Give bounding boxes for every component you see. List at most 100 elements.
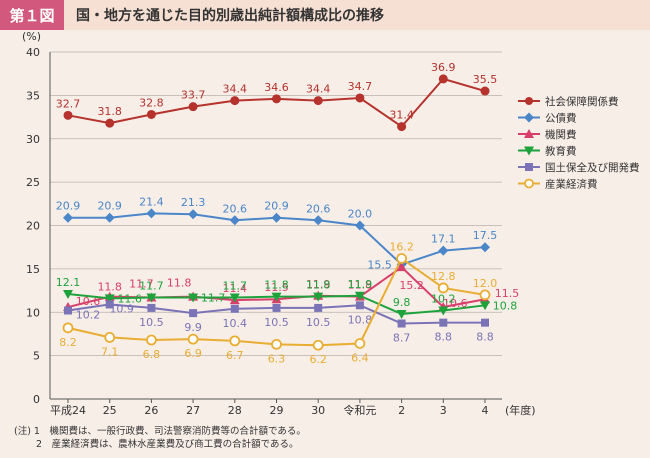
legend-label: 機関費 (545, 128, 577, 141)
data-point (354, 291, 365, 301)
data-label: 34.4 (223, 83, 248, 96)
data-label: 35.5 (473, 73, 498, 86)
y-tick-label: 10 (26, 306, 40, 319)
data-point (271, 292, 282, 302)
x-tick-label: 27 (186, 404, 200, 417)
data-label: 20.6 (306, 202, 331, 215)
y-tick-label: 40 (26, 46, 40, 59)
line-chart: 0 5 10 15 20 25 30 35 40 (%) 平成24 25 26 27 28 29 30 令和元 2 3… (22, 30, 640, 417)
data-point (229, 335, 241, 347)
data-label: 12.0 (473, 277, 498, 290)
data-label: 10.6 (443, 297, 468, 310)
data-label: 11.8 (306, 279, 331, 292)
data-point (63, 290, 73, 300)
y-tick-label: 0 (33, 393, 40, 406)
data-label: 8.2 (59, 336, 77, 349)
data-point (481, 318, 489, 327)
data-label: 9.8 (393, 296, 411, 309)
legend-marker (525, 163, 533, 171)
data-point (188, 102, 198, 112)
data-label: 32.7 (56, 97, 81, 110)
data-point (104, 212, 115, 223)
data-point (147, 303, 156, 312)
data-point (146, 109, 156, 119)
legend-label: 公債費 (545, 112, 577, 125)
y-tick-label: 25 (26, 176, 40, 189)
data-label: 11.7 (223, 280, 248, 293)
data-label: 16.2 (389, 240, 414, 253)
data-point (146, 293, 157, 303)
data-label: 31.8 (97, 105, 122, 118)
data-label: 20.0 (348, 208, 373, 221)
data-label: 11.8 (348, 279, 373, 292)
data-point (188, 209, 199, 220)
data-point (397, 319, 406, 328)
data-label: 10.5 (306, 316, 331, 329)
y-tick-label: 30 (26, 133, 40, 146)
x-tick-label: 3 (440, 404, 447, 417)
data-label: 7.1 (101, 345, 119, 358)
x-tick-label: 平成24 (50, 404, 86, 417)
data-point (145, 334, 157, 346)
data-label: 34.7 (348, 80, 373, 93)
data-point (438, 306, 449, 316)
x-tick-label: 4 (482, 404, 489, 417)
data-point (189, 309, 198, 318)
y-tick-label: 15 (26, 263, 40, 276)
data-label: 6.8 (143, 348, 161, 361)
data-point (354, 220, 365, 231)
data-label: 17.1 (431, 233, 456, 246)
data-label: 11.7 (129, 278, 154, 291)
data-point (272, 94, 281, 104)
data-point (271, 338, 282, 350)
legend-label: 国土保全及び開発費 (545, 161, 640, 174)
data-label: 8.7 (393, 332, 411, 345)
data-label: 10.6 (76, 295, 101, 308)
legend-marker (524, 129, 534, 138)
figure-title: 国・地方を通じた目的別歳出純計額構成比の推移 (76, 8, 384, 24)
data-label: 10.4 (223, 317, 248, 330)
data-point (313, 292, 324, 302)
data-point (146, 208, 157, 219)
legend-label: 教育費 (545, 145, 577, 158)
data-point (230, 96, 240, 106)
x-tick-label: 25 (103, 404, 117, 417)
x-tick-label: 26 (144, 404, 158, 417)
y-tick-label: 35 (26, 89, 40, 102)
data-label: 20.9 (56, 200, 81, 213)
data-point (313, 96, 323, 106)
data-label: 21.4 (139, 195, 164, 208)
data-label: 11.8 (97, 281, 122, 294)
footnote-1: (注) 1 機関費は、一般行政費、司法警察消防費等の合計額である。 (14, 426, 306, 437)
data-point (439, 318, 448, 327)
data-label: 10.5 (139, 316, 164, 329)
data-label: 11.9 (306, 278, 331, 291)
data-point (480, 301, 490, 311)
footnotes: (注) 1 機関費は、一般行政費、司法警察消防費等の合計額である。 2 産業経済… (14, 425, 306, 451)
data-point (479, 289, 491, 301)
data-label: 10.2 (76, 309, 101, 322)
data-point (63, 212, 73, 223)
y-tick-label: 5 (33, 350, 40, 363)
legend-marker (525, 97, 533, 105)
data-label: 11.5 (495, 287, 520, 300)
data-label: 34.4 (306, 83, 331, 96)
footnote-2: 2 産業経済費は、農林水産業費及び商工費の合計額である。 (14, 439, 299, 450)
legend-marker (524, 146, 534, 156)
data-label: 11.8 (167, 277, 192, 290)
data-label: 8.8 (435, 331, 453, 344)
data-label: 17.5 (473, 229, 498, 242)
data-point (230, 304, 239, 313)
data-label: 20.9 (97, 200, 122, 213)
data-point (312, 339, 324, 351)
data-point (355, 93, 365, 103)
legend-label: 産業経済費 (545, 178, 598, 191)
data-label: 11.6 (117, 292, 142, 305)
data-label: 11.8 (264, 279, 289, 292)
data-label: 10.5 (264, 316, 289, 329)
data-point (396, 309, 407, 319)
data-point (229, 293, 240, 303)
data-label: 11.5 (264, 281, 289, 294)
data-point (64, 306, 72, 315)
data-label: 11.7 (201, 292, 226, 305)
